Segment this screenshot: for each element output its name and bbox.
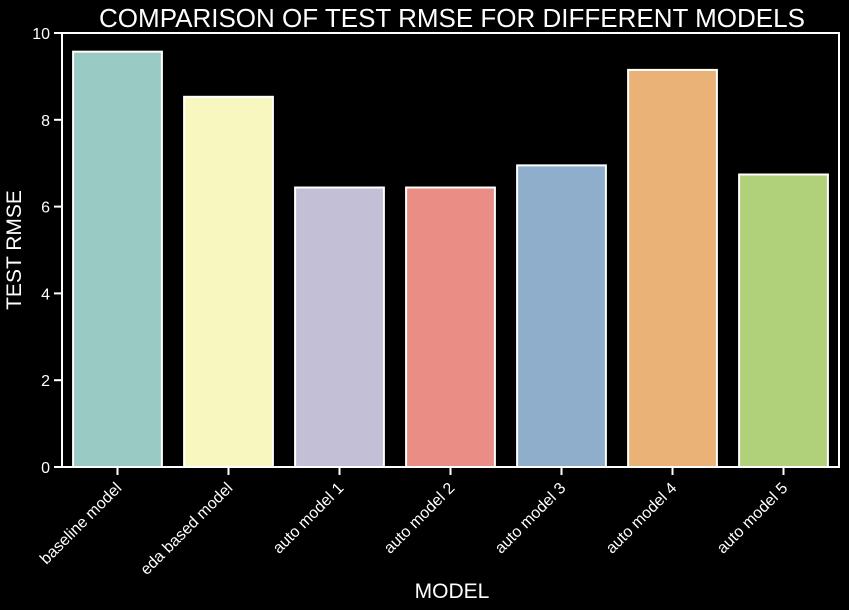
y-tick-label: 2 bbox=[41, 373, 50, 390]
bar-5 bbox=[516, 164, 607, 468]
bar-3 bbox=[294, 186, 385, 468]
bar-1 bbox=[72, 50, 163, 469]
x-tick-label: auto model 2 bbox=[381, 480, 459, 558]
bars-group bbox=[72, 50, 829, 469]
x-axis: baseline model eda based model auto model … bbox=[37, 467, 791, 579]
y-tick-label: 6 bbox=[41, 200, 50, 217]
y-axis-title: TEST RMSE bbox=[3, 190, 26, 310]
x-tick-label: auto model 3 bbox=[492, 480, 570, 558]
x-axis-title: MODEL bbox=[415, 580, 490, 603]
x-tick-label: auto model 1 bbox=[270, 480, 348, 558]
x-tick-label: auto model 4 bbox=[603, 480, 681, 558]
y-axis: 0 2 4 6 8 10 bbox=[32, 26, 62, 477]
x-tick-label: baseline model bbox=[37, 480, 125, 568]
y-tick-label: 0 bbox=[41, 460, 50, 477]
y-tick-label: 4 bbox=[41, 286, 50, 303]
bar-7 bbox=[738, 173, 829, 468]
bar-6 bbox=[627, 68, 718, 468]
bar-4 bbox=[405, 186, 496, 468]
plot-frame bbox=[61, 32, 840, 468]
y-tick-label: 10 bbox=[32, 26, 50, 43]
x-tick-label: eda based model bbox=[137, 480, 236, 579]
y-tick-label: 8 bbox=[41, 113, 50, 130]
bar-2 bbox=[183, 95, 274, 468]
chart-title: COMPARISON OF TEST RMSE FOR DIFFERENT MO… bbox=[99, 3, 805, 33]
x-tick-label: auto model 5 bbox=[714, 480, 792, 558]
